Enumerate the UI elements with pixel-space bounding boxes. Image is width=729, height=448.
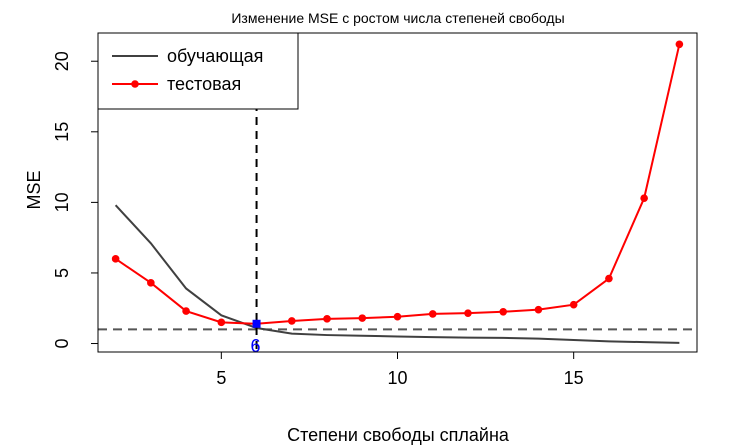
test-point [464, 309, 472, 317]
test-point [640, 194, 648, 202]
y-axis-label: MSE [24, 170, 44, 209]
test-point [182, 307, 190, 315]
test-point [147, 279, 155, 287]
test-point [323, 315, 331, 323]
test-point [393, 312, 402, 321]
x-tick-label: 5 [216, 368, 226, 388]
test-point [499, 307, 508, 316]
plot-area: 6 [98, 33, 697, 356]
test-point [534, 305, 543, 314]
x-axis-label: Степени свободы сплайна [287, 425, 510, 445]
x-tick-label: 10 [387, 368, 407, 388]
legend-box [97, 32, 299, 110]
test-point [287, 317, 296, 325]
min-point-marker [252, 319, 261, 328]
test-point [605, 274, 613, 283]
legend-label: обучающая [167, 46, 263, 66]
legend: обучающая тестовая [97, 32, 299, 110]
y-tick-label: 10 [52, 192, 72, 212]
y-tick-label: 5 [52, 268, 72, 278]
series-line-train [114, 204, 680, 344]
x-axis: 5 10 15 [216, 352, 584, 388]
test-point [569, 300, 578, 309]
test-point [111, 255, 120, 263]
chart-title: Изменение MSE с ростом числа степеней св… [231, 10, 564, 26]
y-axis: 0 5 10 15 20 [52, 51, 98, 349]
test-point [675, 40, 684, 49]
legend-label: тестовая [167, 74, 241, 94]
x-tick-label: 15 [564, 368, 584, 388]
min-point-label: 6 [251, 336, 261, 356]
test-point [358, 314, 367, 322]
legend-marker [131, 80, 139, 88]
y-tick-label: 20 [52, 51, 72, 71]
test-point [428, 310, 437, 318]
y-tick-label: 0 [52, 339, 72, 349]
test-point [217, 318, 226, 327]
y-tick-label: 15 [52, 122, 72, 142]
